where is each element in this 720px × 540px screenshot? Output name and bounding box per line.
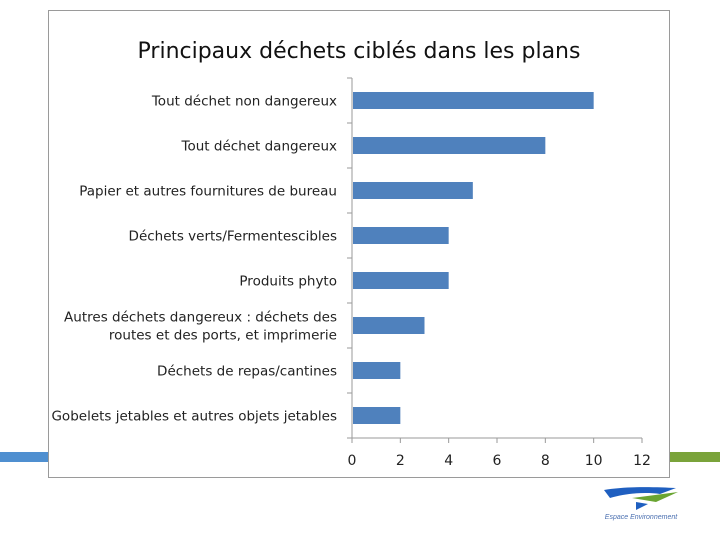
- y-tick-label: Produits phyto: [239, 274, 337, 290]
- bar: [353, 362, 401, 379]
- x-tick-label: 10: [585, 453, 603, 469]
- logo-swoosh-icon: [604, 487, 678, 510]
- y-tick-label: Tout déchet dangereux: [181, 139, 337, 155]
- decorative-band-right: [668, 452, 720, 462]
- chart-title: Principaux déchets ciblés dans les plans: [137, 39, 581, 64]
- bar: [353, 407, 401, 424]
- x-tick-label: 6: [493, 453, 502, 469]
- y-tick-label: Autres déchets dangereux : déchets des: [64, 310, 337, 326]
- y-tick-label: Papier et autres fournitures de bureau: [79, 184, 337, 200]
- bar: [353, 92, 594, 109]
- x-tick-label: 4: [444, 453, 453, 469]
- y-tick-label: Déchets de repas/cantines: [157, 364, 337, 380]
- bar: [353, 182, 473, 199]
- x-tick-label: 12: [633, 453, 651, 469]
- y-tick-label: Gobelets jetables et autres objets jetab…: [51, 409, 337, 425]
- bar: [353, 317, 425, 334]
- x-tick-label: 2: [396, 453, 405, 469]
- bar: [353, 137, 546, 154]
- decorative-band-left: [0, 452, 50, 462]
- bar: [353, 227, 449, 244]
- x-tick-label: 0: [348, 453, 357, 469]
- y-tick-label: Tout déchet non dangereux: [151, 94, 337, 110]
- y-tick-label: Déchets verts/Fermentescibles: [129, 229, 337, 245]
- x-tick-label: 8: [541, 453, 550, 469]
- y-tick-label: routes et des ports, et imprimerie: [109, 328, 337, 344]
- logo-caption: Espace Environnement: [604, 514, 678, 521]
- bar: [353, 272, 449, 289]
- espace-environnement-logo: Espace Environnement: [596, 484, 686, 528]
